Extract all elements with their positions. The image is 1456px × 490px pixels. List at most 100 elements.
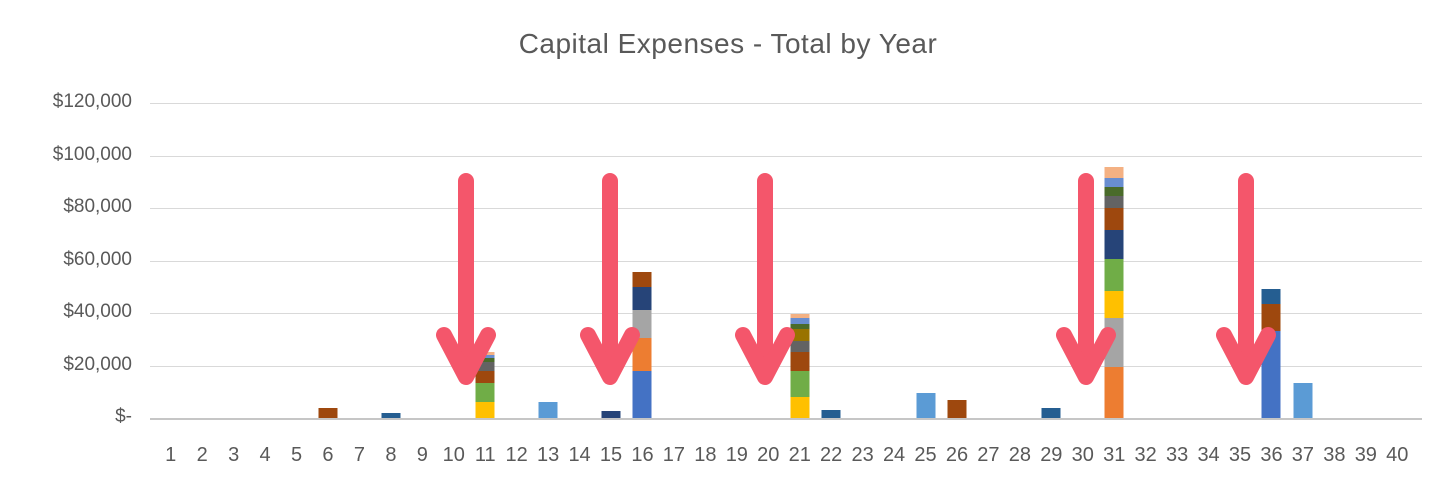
bar-segment [1104,167,1124,178]
x-axis-tick-label: 39 [1354,444,1377,466]
bar-segment [1104,230,1124,260]
bar-segment [1104,196,1124,208]
x-axis-tick-label: 29 [1040,444,1063,466]
x-axis-tick-label: 20 [757,444,780,466]
bar-segment [821,410,841,418]
x-axis-tick-label: 5 [290,444,303,466]
x-axis-tick-label: 31 [1103,444,1126,466]
bar-segment [790,318,810,324]
x-axis-tick-label: 10 [442,444,465,466]
x-axis-tick-label: 21 [788,444,811,466]
bar-segment [632,337,652,371]
bar-segment [475,402,495,418]
bar-segment [1104,366,1124,418]
x-axis-tick-label: 32 [1134,444,1157,466]
y-axis-tick-label: $20,000 [63,353,132,375]
x-axis-tick-label: 4 [259,444,271,466]
x-axis-tick-label: 6 [322,444,334,466]
bar-year-13 [538,402,558,418]
bar-segment [790,314,810,319]
bar-segment [475,382,495,403]
down-arrow-icon-year-35 [1216,173,1276,385]
x-axis-tick-label: 26 [945,444,969,466]
gridline [150,365,1422,367]
x-axis-tick-label: 7 [353,444,365,466]
bar-year-37 [1293,382,1313,418]
bar-year-16 [632,272,652,418]
x-axis-tick-label: 24 [882,444,906,466]
bar-segment [790,340,810,353]
x-axis-tick-label: 33 [1166,444,1189,466]
x-axis-tick-label: 8 [385,444,397,466]
bar-year-21 [790,314,810,418]
bar-year-26 [947,399,967,418]
bar-segment [1293,382,1313,418]
bar-segment [1104,208,1124,231]
bar-segment [1261,289,1281,304]
bar-year-22 [821,410,841,418]
x-axis-tick-label: 12 [505,444,528,466]
y-axis-tick-label: $80,000 [63,196,132,218]
bar-year-25 [916,393,936,418]
down-arrow-icon-year-15 [580,173,640,385]
down-arrow-icon-year-20 [735,173,795,385]
bar-segment [1104,290,1124,319]
y-axis-tick-label: $60,000 [63,248,132,270]
bar-segment [475,357,495,362]
bar-year-6 [318,407,338,418]
down-arrow-icon-year-30 [1056,173,1116,385]
bar-year-29 [1041,407,1061,418]
x-axis-tick-label: 17 [662,444,686,466]
bar-segment [632,370,652,418]
bar-segment [632,272,652,287]
bar-segment [1104,187,1124,197]
x-axis-tick-label: 9 [416,444,428,466]
gridline [150,313,1422,314]
bar-segment [381,412,401,418]
x-axis-tick-label: 40 [1386,444,1409,466]
bar-segment [790,323,810,329]
bar-segment [1261,303,1281,332]
x-axis-tick-label: 3 [228,444,240,466]
gridline [150,208,1422,209]
bar-segment [601,411,621,418]
bar-segment [790,370,810,397]
x-axis-tick-label: 27 [977,444,1000,466]
x-axis-tick-label: 37 [1291,444,1315,466]
x-axis-tick-label: 2 [196,444,208,466]
bar-segment [632,286,652,311]
bar-segment [790,397,810,418]
bar-year-15 [601,411,621,418]
bar-segment [475,370,495,383]
gridline [150,155,1422,157]
bar-segment [475,361,495,371]
x-axis-tick-label: 1 [165,444,177,466]
bar-segment [538,402,558,418]
x-axis-tick-label: 35 [1228,444,1252,466]
bar-segment [790,352,810,371]
bar-segment [1104,177,1124,187]
y-axis-tick-label: $100,000 [52,143,132,165]
gridline [150,103,1422,104]
x-axis-line [150,418,1422,420]
y-axis-tick-label: $- [115,406,132,428]
bar-segment [790,328,810,341]
x-axis-tick-label: 36 [1260,444,1283,466]
chart-title: Capital Expenses - Total by Year [518,28,938,59]
x-axis-tick-label: 22 [820,444,843,466]
x-axis-tick-label: 23 [851,444,874,466]
bar-segment [1104,259,1124,291]
bar-year-8 [381,412,401,418]
y-axis-tick-label: $40,000 [63,301,132,323]
x-axis-tick-label: 30 [1071,444,1094,466]
x-axis-tick-label: 11 [474,444,496,466]
x-axis-tick-label: 16 [631,444,654,466]
x-axis-tick-label: 13 [537,444,560,466]
bar-segment [318,407,338,418]
gridline [150,260,1422,262]
bar-segment [947,399,967,418]
x-axis-tick-label: 14 [568,444,591,466]
x-axis-tick-label: 18 [694,444,717,466]
bar-segment [916,393,936,418]
